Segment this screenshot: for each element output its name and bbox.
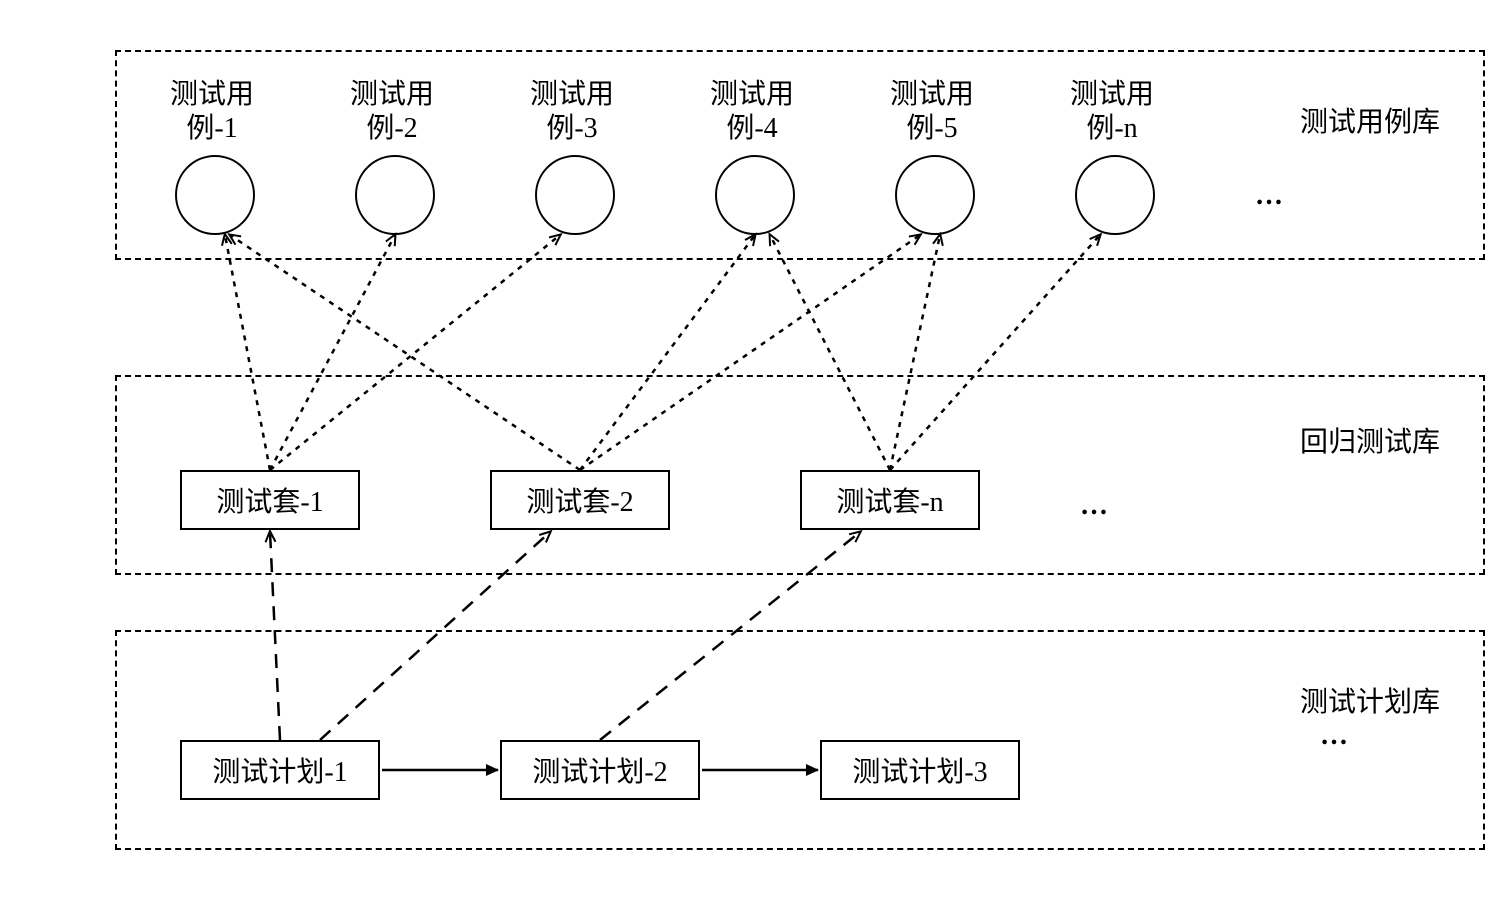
test-suite-node: 测试套-2 xyxy=(490,470,670,530)
test-case-node xyxy=(535,155,615,235)
test-case-label: 测试用例-2 xyxy=(350,78,434,145)
layer-top xyxy=(115,50,1485,260)
test-plan-node: 测试计划-1 xyxy=(180,740,380,800)
test-suite-label: 测试套-n xyxy=(836,480,943,520)
test-case-label: 测试用例-n xyxy=(1070,78,1154,145)
diagram-root: 测试用例库 回归测试库 测试计划库 测试用例-1 测试用例-2 测试用例-3 测试用例… xyxy=(20,20,1508,890)
top-ellipsis: … xyxy=(1255,180,1285,212)
test-case-node xyxy=(1075,155,1155,235)
test-suite-node: 测试套-n xyxy=(800,470,980,530)
layer-bottom-label: 测试计划库 xyxy=(1300,680,1440,720)
test-case-node xyxy=(355,155,435,235)
test-case-label: 测试用例-4 xyxy=(710,78,794,145)
mid-ellipsis: … xyxy=(1080,490,1110,522)
test-suite-label: 测试套-1 xyxy=(216,480,323,520)
test-plan-node: 测试计划-2 xyxy=(500,740,700,800)
test-plan-label: 测试计划-3 xyxy=(852,750,987,790)
test-case-node xyxy=(715,155,795,235)
test-plan-label: 测试计划-1 xyxy=(212,750,347,790)
test-case-node xyxy=(895,155,975,235)
test-case-label: 测试用例-1 xyxy=(170,78,254,145)
layer-top-label: 测试用例库 xyxy=(1300,100,1440,140)
test-suite-label: 测试套-2 xyxy=(526,480,633,520)
test-case-label: 测试用例-5 xyxy=(890,78,974,145)
test-case-node xyxy=(175,155,255,235)
test-plan-node: 测试计划-3 xyxy=(820,740,1020,800)
bot-ellipsis: … xyxy=(1320,720,1350,752)
layer-middle-label: 回归测试库 xyxy=(1300,420,1440,460)
test-plan-label: 测试计划-2 xyxy=(532,750,667,790)
test-case-label: 测试用例-3 xyxy=(530,78,614,145)
test-suite-node: 测试套-1 xyxy=(180,470,360,530)
